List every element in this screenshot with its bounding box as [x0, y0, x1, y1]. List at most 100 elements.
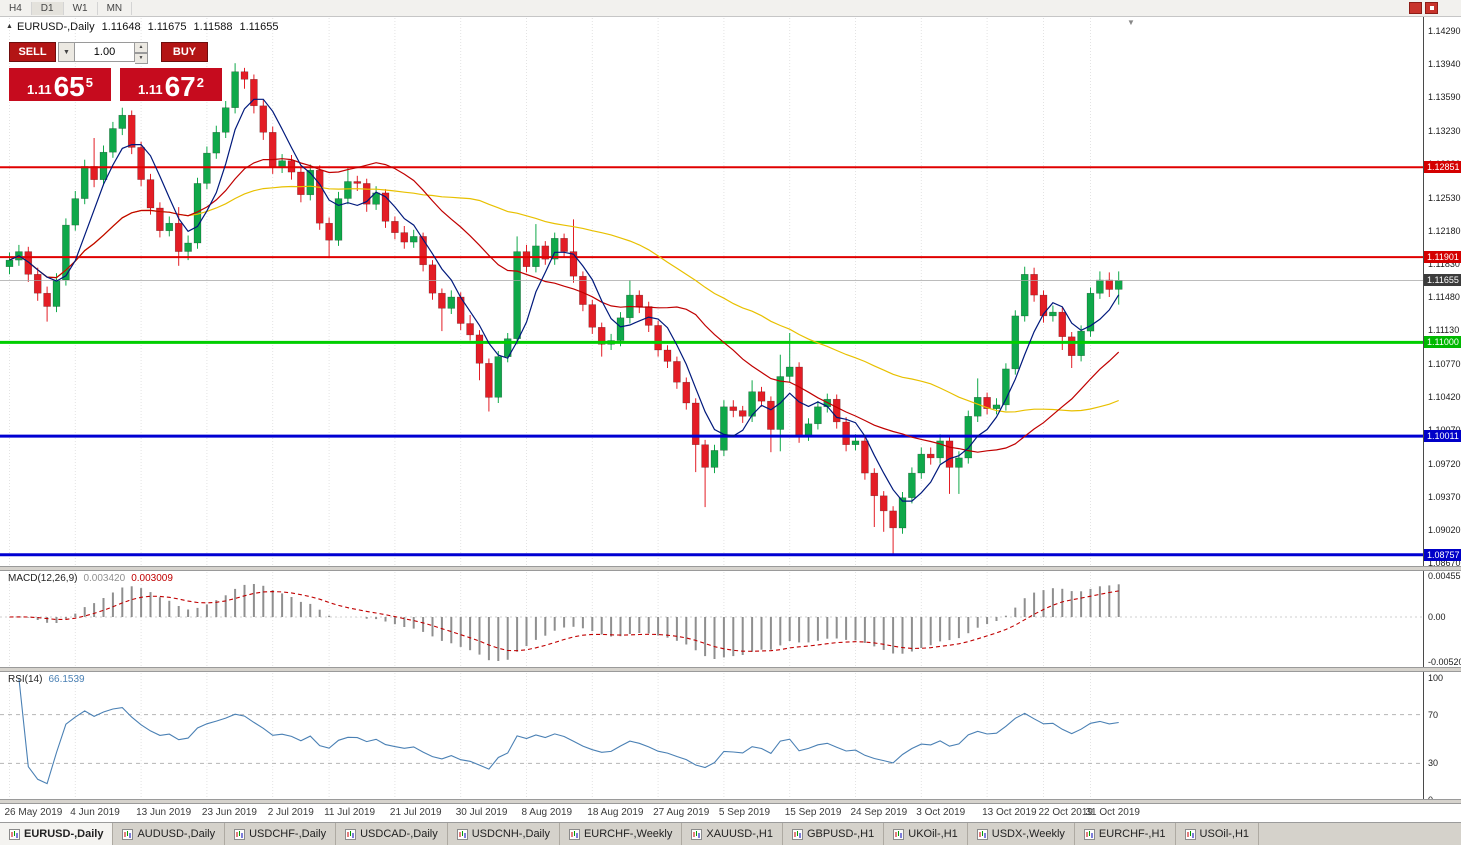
ask-price-display[interactable]: 1.11 67 2 — [120, 68, 222, 101]
tab-usdcad-daily[interactable]: USDCAD-,Daily — [336, 823, 448, 845]
pane-splitter[interactable] — [0, 667, 1461, 672]
time-axis[interactable]: 26 May 2019 4 Jun 2019 13 Jun 2019 23 Jun 2… — [0, 804, 1461, 822]
price-axis-label: 1.09020 — [1428, 524, 1461, 535]
candle — [720, 406, 728, 451]
candle — [682, 381, 691, 404]
tab-ukoil-h1[interactable]: UKOil-,H1 — [884, 823, 968, 845]
timeframe-button-d1[interactable]: D1 — [31, 1, 64, 15]
candle — [1105, 279, 1114, 290]
timeframe-button-w1[interactable]: W1 — [64, 1, 98, 15]
candle — [297, 171, 305, 195]
lot-dropdown-button[interactable]: ▼ — [58, 42, 75, 62]
candle — [259, 105, 268, 133]
lot-size-input[interactable] — [75, 42, 135, 62]
tab-usdcnh-daily[interactable]: USDCNH-,Daily — [448, 823, 560, 845]
candle — [400, 232, 409, 243]
candle — [701, 444, 709, 468]
candle — [315, 169, 324, 224]
ask-pipette: 2 — [196, 75, 204, 90]
date-axis-label: 24 Sep 2019 — [850, 807, 908, 818]
bid-integer: 1.11 — [27, 82, 52, 97]
tab-usoil-h1[interactable]: USOil-,H1 — [1176, 823, 1260, 845]
pane-splitter[interactable] — [0, 799, 1461, 804]
tab-eurchf-weekly[interactable]: EURCHF-,Weekly — [560, 823, 683, 845]
open-value: 1.11648 — [101, 21, 141, 33]
candle — [334, 198, 343, 241]
chart-icon — [1083, 828, 1095, 840]
candle — [898, 497, 907, 529]
candle — [588, 304, 597, 328]
lot-increment-button[interactable]: ▲ — [135, 42, 148, 53]
candle — [560, 238, 568, 252]
price-axis-label: 1.12530 — [1428, 192, 1461, 203]
candle — [428, 264, 437, 294]
candle — [983, 397, 991, 409]
chevron-down-icon: ▼ — [63, 48, 70, 56]
macd-axis-label: -0.0052052 — [1428, 657, 1461, 667]
date-axis-label: 5 Sep 2019 — [718, 807, 771, 818]
chart-shift-marker-icon[interactable]: ▼ — [1127, 18, 1135, 27]
macd-axis-label: 0.0045536 — [1428, 571, 1461, 581]
candle — [344, 181, 352, 199]
price-axis-label: 1.11830 — [1428, 258, 1460, 269]
tab-xauusd-h1[interactable]: XAUUSD-,H1 — [682, 823, 783, 845]
tab-label: USDCAD-,Daily — [360, 828, 438, 840]
tab-label: USOil-,H1 — [1199, 828, 1250, 840]
price-axis-label: 1.11480 — [1428, 292, 1460, 302]
candle — [663, 349, 672, 362]
candle — [522, 251, 531, 267]
chart-icon — [122, 828, 134, 840]
pane-splitter[interactable] — [0, 566, 1461, 571]
ma-line-5 — [9, 98, 1120, 502]
date-axis-label: 8 Aug 2019 — [521, 807, 573, 818]
price-axis[interactable]: 1.142901.139401.135901.132301.128801.125… — [1423, 17, 1461, 805]
tab-label: XAUUSD-,H1 — [706, 828, 773, 840]
timeframe-toolbar: H4 D1 W1 MN — [0, 0, 1461, 17]
candle — [644, 306, 653, 326]
candle — [409, 236, 418, 243]
candle — [250, 79, 258, 107]
tab-usdx-weekly[interactable]: USDX-,Weekly — [968, 823, 1075, 845]
candle — [137, 147, 145, 180]
candle — [1030, 274, 1038, 296]
tab-gbpusd-h1[interactable]: GBPUSD-,H1 — [783, 823, 885, 845]
lot-decrement-button[interactable]: ▼ — [135, 53, 148, 64]
chart-icon — [456, 828, 468, 840]
chart-icon — [9, 828, 20, 840]
price-axis-label: 1.08670 — [1428, 558, 1461, 568]
candle — [1002, 368, 1010, 406]
candle — [231, 71, 239, 108]
tab-audusd-daily[interactable]: AUDUSD-,Daily — [113, 823, 226, 845]
price-axis-label: 1.10770 — [1428, 359, 1461, 370]
buy-button[interactable]: BUY — [161, 42, 208, 62]
date-axis-label: 4 Jun 2019 — [70, 807, 120, 818]
candle — [118, 114, 127, 129]
chart-icon — [691, 828, 703, 840]
price-axis-label: 1.13940 — [1428, 59, 1461, 70]
window-minimize-icon[interactable] — [1409, 2, 1422, 14]
date-axis-label: 27 Aug 2019 — [653, 807, 710, 818]
timeframe-button-mn[interactable]: MN — [98, 1, 133, 15]
tab-label: EURCHF-,Weekly — [583, 828, 673, 840]
candle — [353, 181, 362, 184]
price-axis-label: 1.09370 — [1428, 491, 1461, 502]
tab-eurusd-daily[interactable]: EURUSD-,Daily — [0, 823, 114, 845]
ask-integer: 1.11 — [138, 82, 163, 97]
high-value: 1.11675 — [147, 21, 187, 33]
tab-usdchf-daily[interactable]: USDCHF-,Daily — [225, 823, 337, 845]
window-close-icon[interactable] — [1425, 2, 1438, 14]
bid-price-display[interactable]: 1.11 65 5 — [9, 68, 111, 101]
sell-button[interactable]: SELL — [9, 42, 56, 62]
candle — [738, 410, 747, 417]
one-click-collapse-icon[interactable]: ▲ — [6, 23, 13, 30]
chart-ohlc-header: EURUSD-,Daily 1.11648 1.11675 1.11588 1.1165… — [17, 21, 278, 33]
timeframe-button-h4[interactable]: H4 — [0, 1, 32, 15]
tab-eurchf-h1[interactable]: EURCHF-,H1 — [1075, 823, 1176, 845]
candle — [926, 453, 935, 459]
bid-pipette: 5 — [85, 75, 93, 90]
candle — [955, 457, 963, 468]
candle — [710, 450, 719, 468]
candle — [1114, 280, 1123, 290]
